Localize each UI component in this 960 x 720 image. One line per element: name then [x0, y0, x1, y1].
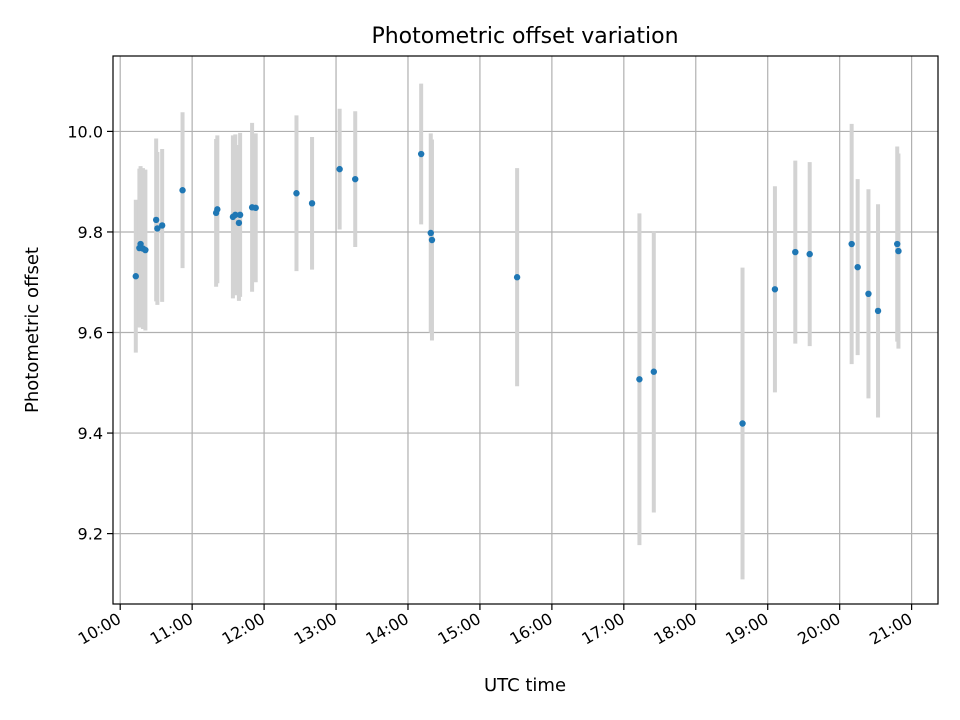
y-tick-label: 9.6 [78, 324, 103, 343]
data-point [874, 307, 882, 315]
data-point [236, 211, 244, 219]
data-point [848, 240, 855, 248]
data-point [428, 236, 436, 244]
data-point [352, 175, 359, 183]
data-point [214, 206, 221, 213]
data-point [336, 165, 343, 173]
data-point [293, 190, 300, 197]
y-axis-label: Photometric offset [22, 247, 43, 413]
data-point [232, 211, 239, 219]
data-point [158, 222, 166, 229]
data-point [252, 204, 259, 212]
data-point [179, 187, 186, 194]
y-tick-label: 9.8 [78, 223, 103, 242]
y-axis-ticks: 9.2 9.4 9.6 9.8 10.0 [67, 122, 113, 544]
data-point [636, 376, 643, 383]
data-point [513, 274, 521, 281]
plot-frame [112, 55, 939, 605]
data-point [739, 420, 746, 427]
data-point [308, 200, 316, 207]
data-point [142, 246, 149, 254]
data-point [854, 263, 861, 271]
data-point [865, 290, 872, 298]
data-point [152, 216, 160, 224]
data-point [895, 247, 902, 255]
chart-title: Photometric offset variation [371, 24, 678, 49]
y-tick-label: 10.0 [67, 122, 103, 141]
data-point [235, 219, 243, 227]
data-point [132, 273, 139, 280]
data-point [806, 250, 813, 258]
y-tick-label: 9.2 [78, 525, 103, 544]
data-point [771, 286, 779, 293]
x-axis-label: UTC time [484, 675, 566, 696]
data-point [154, 225, 161, 232]
data-point [792, 248, 799, 256]
data-point [427, 229, 434, 237]
data-point [417, 150, 425, 158]
data-point [894, 240, 901, 248]
y-tick-label: 9.4 [78, 424, 103, 443]
data-point [650, 368, 658, 375]
data-points [132, 150, 902, 427]
